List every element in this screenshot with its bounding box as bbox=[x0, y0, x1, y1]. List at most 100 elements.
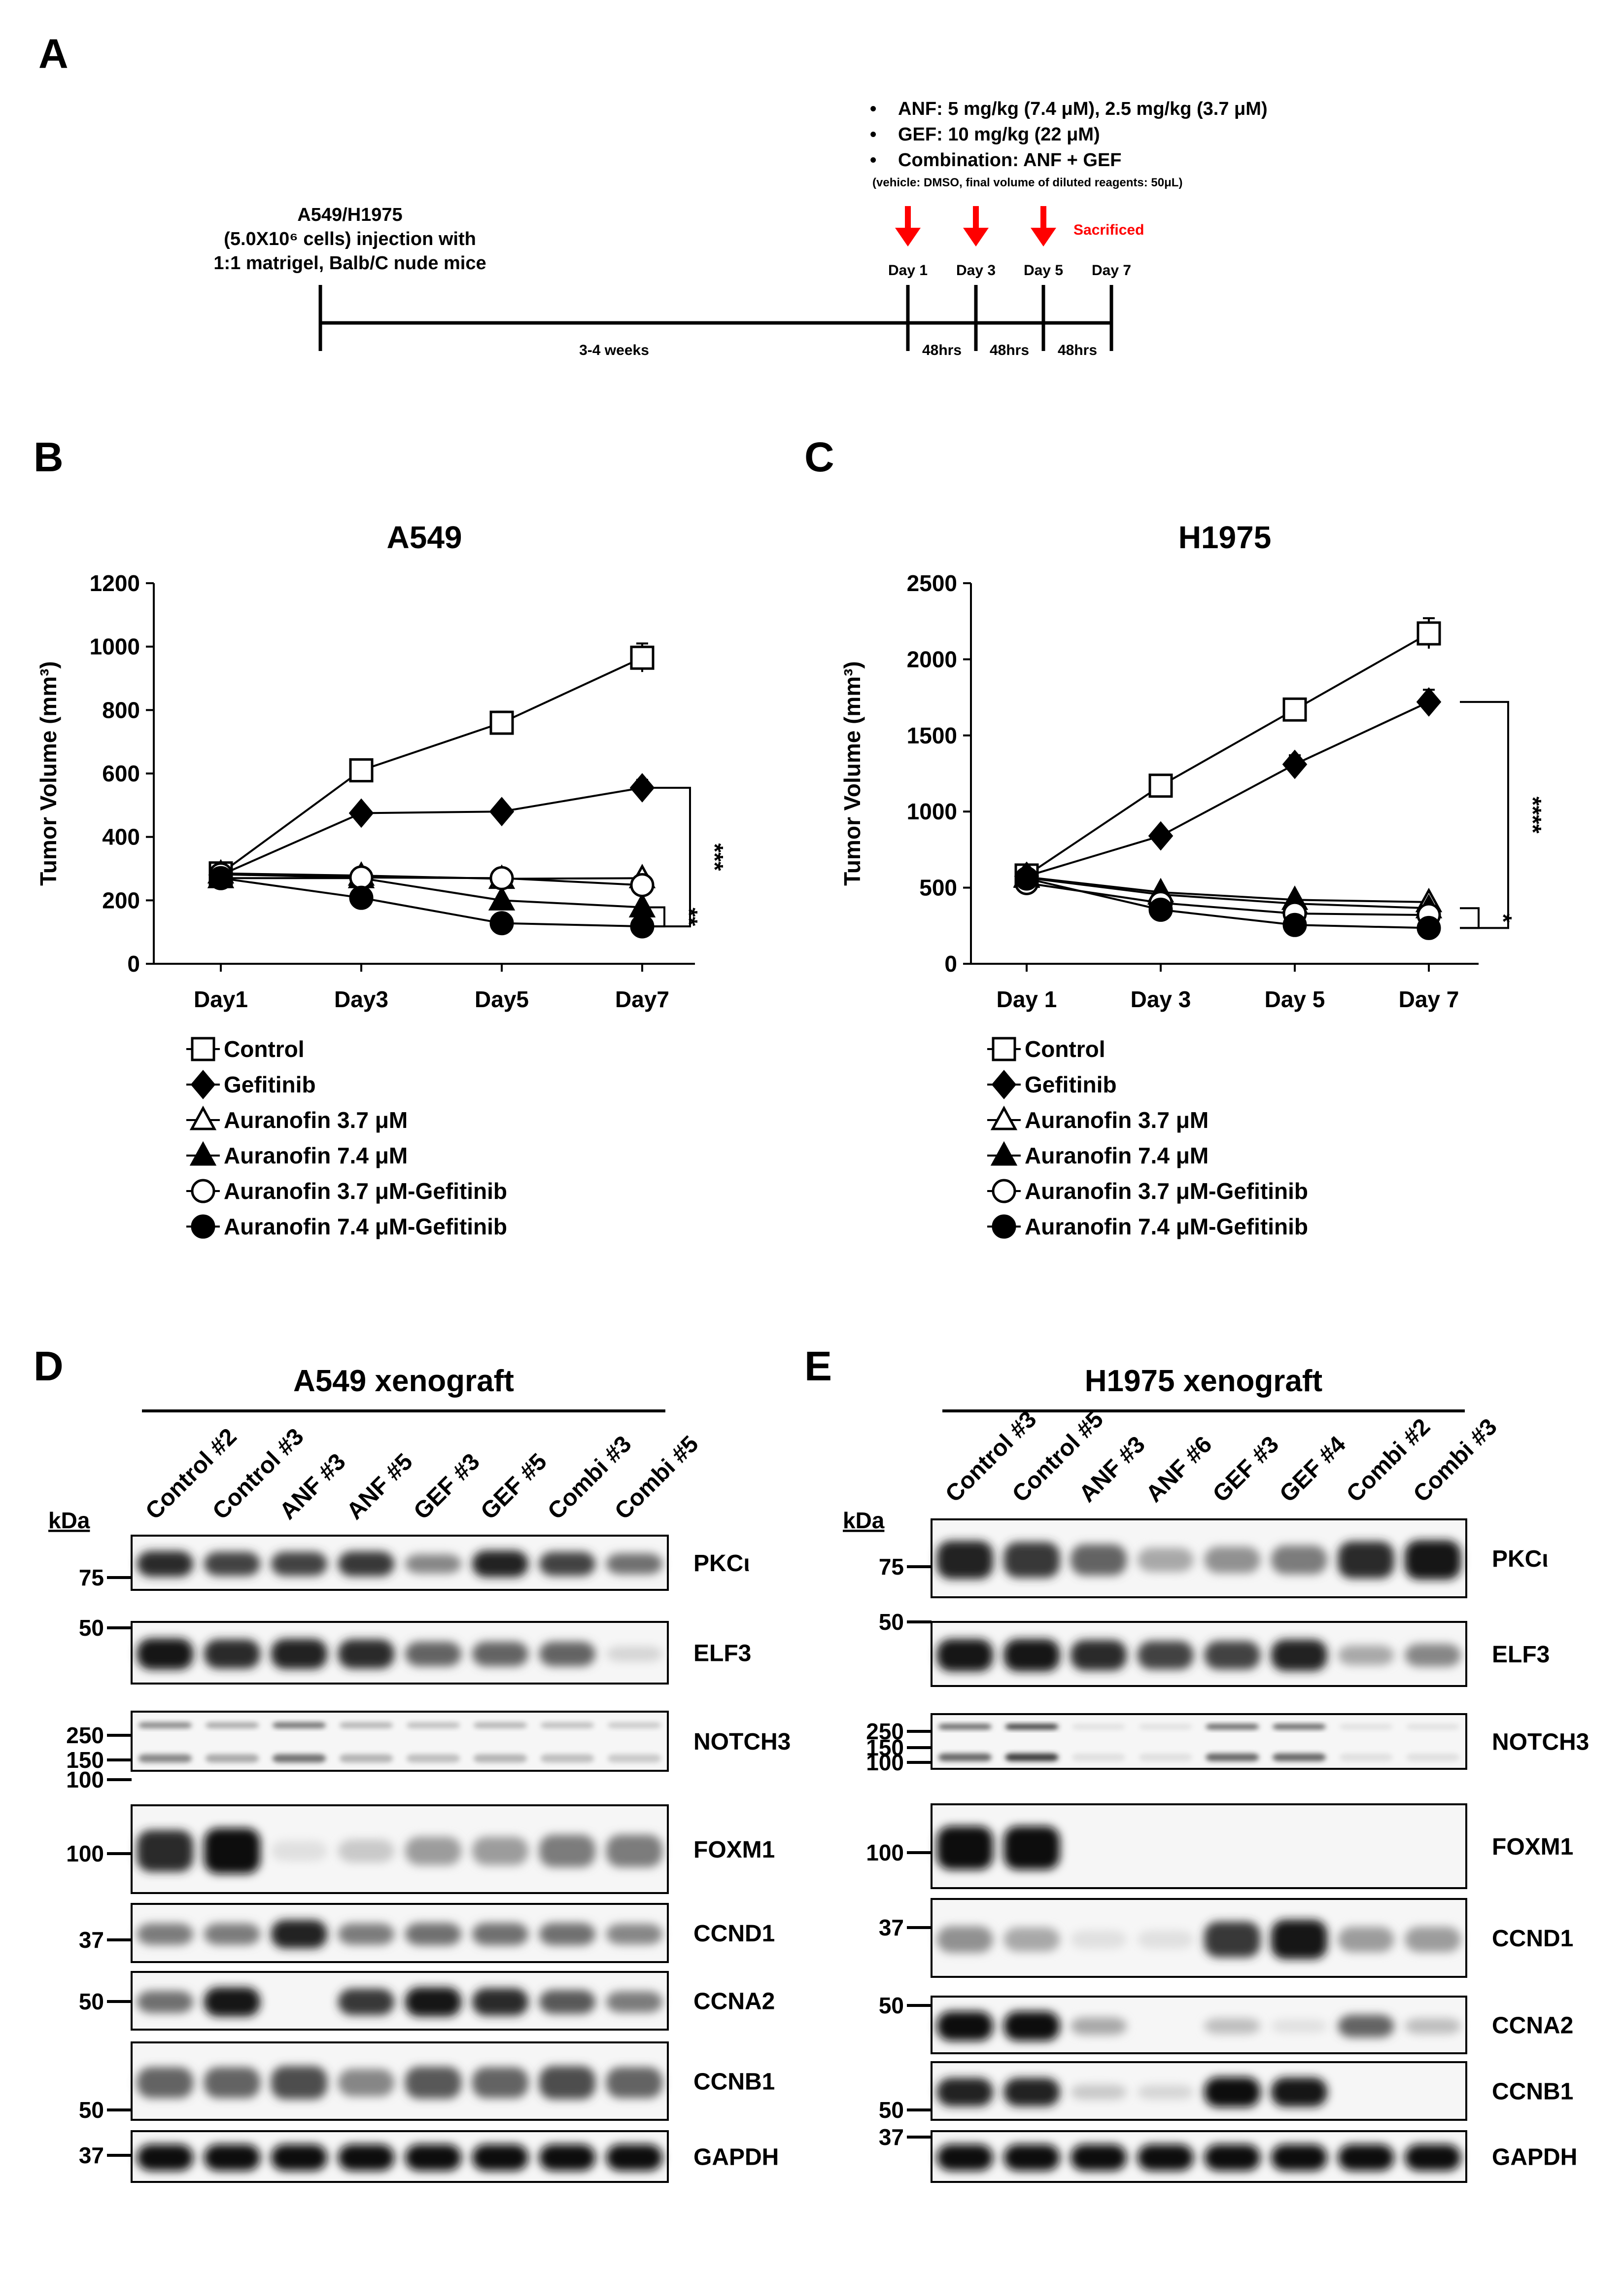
band bbox=[339, 1754, 393, 1763]
band bbox=[1338, 1927, 1394, 1952]
band bbox=[1338, 2144, 1394, 2171]
band bbox=[338, 2144, 395, 2171]
band bbox=[1338, 2014, 1394, 2037]
mw-marker-label: 50 bbox=[879, 1993, 904, 2018]
treatment-gef: GEF: 10 mg/kg (22 μM) bbox=[898, 124, 1100, 145]
square-marker bbox=[191, 1037, 215, 1061]
band bbox=[472, 1836, 529, 1865]
protein-label: FOXM1 bbox=[1492, 1834, 1573, 1860]
blot-row-foxm1: FOXM1 100 bbox=[66, 1804, 775, 1894]
circle-open-marker bbox=[489, 866, 514, 890]
x-tick-label: Day 1 bbox=[997, 986, 1057, 1012]
mw-marker-label: 37 bbox=[879, 2124, 904, 2150]
band bbox=[1338, 1541, 1394, 1579]
legend-label: Auranofin 3.7 μM bbox=[224, 1107, 408, 1133]
chart-title: H1975 bbox=[1178, 520, 1272, 555]
y-tick-label: 2000 bbox=[907, 646, 957, 672]
circle-filled-marker bbox=[349, 885, 374, 910]
square-marker bbox=[489, 710, 514, 735]
band bbox=[1005, 1723, 1059, 1730]
diamond-marker bbox=[489, 797, 515, 827]
injection-line-2: (5.0X10⁶ cells) injection with bbox=[224, 229, 476, 249]
band bbox=[606, 1646, 663, 1662]
band bbox=[406, 1754, 460, 1763]
circle-open-marker bbox=[630, 873, 655, 897]
band bbox=[1003, 2078, 1060, 2107]
vehicle-note: (vehicle: DMSO, final volume of diluted … bbox=[872, 176, 1182, 189]
legend-label: Auranofin 7.4 μM-Gefitinib bbox=[224, 1214, 507, 1239]
circle-filled-marker bbox=[1282, 913, 1307, 937]
band bbox=[405, 2067, 462, 2099]
band bbox=[406, 1722, 460, 1728]
band bbox=[936, 1826, 993, 1870]
y-tick-label: 200 bbox=[102, 887, 140, 913]
band bbox=[271, 2066, 328, 2100]
band bbox=[938, 1753, 992, 1761]
band bbox=[1005, 1753, 1059, 1761]
legend-label: Gefitinib bbox=[224, 1072, 316, 1097]
band bbox=[1405, 1927, 1461, 1952]
interval-label-3: 48hrs bbox=[1058, 342, 1097, 358]
blot-row-ccna2: CCNA2 50 bbox=[79, 1971, 775, 2031]
significance-bracket bbox=[650, 786, 691, 928]
series-line bbox=[220, 786, 643, 876]
band bbox=[1071, 1930, 1127, 1949]
band bbox=[1071, 2084, 1127, 2100]
mw-marker-label: 250 bbox=[866, 1719, 904, 1744]
y-tick-label: 0 bbox=[127, 951, 140, 977]
band bbox=[205, 1754, 259, 1763]
band bbox=[1338, 1645, 1394, 1665]
band bbox=[137, 1551, 194, 1577]
significance-label: * bbox=[1490, 913, 1516, 923]
band bbox=[1204, 2144, 1261, 2171]
triangle-filled-marker bbox=[990, 1141, 1018, 1166]
circle-filled-marker bbox=[992, 1214, 1016, 1239]
band bbox=[405, 1554, 462, 1574]
series-line bbox=[1026, 877, 1429, 910]
band bbox=[1003, 1639, 1060, 1672]
square-marker bbox=[992, 1037, 1016, 1061]
x-tick-label: Day 7 bbox=[1399, 986, 1459, 1012]
y-tick-label: 600 bbox=[102, 761, 140, 786]
red-arrow-icon bbox=[963, 206, 989, 246]
band bbox=[1405, 2018, 1461, 2034]
band bbox=[539, 1834, 596, 1867]
bullet-dot-3: • bbox=[870, 150, 876, 171]
blot-row-pkcι: PKCι 75 bbox=[79, 1535, 750, 1591]
triangle-open-marker bbox=[189, 1105, 217, 1130]
diamond-marker bbox=[1148, 821, 1174, 851]
band bbox=[539, 2066, 596, 2100]
kda-label: kDa bbox=[843, 1508, 885, 1533]
circle-open-marker bbox=[191, 1179, 215, 1203]
band bbox=[138, 1722, 192, 1728]
series-line bbox=[221, 877, 643, 909]
blot-row-gapdh: GAPDH 37 bbox=[879, 2124, 1577, 2183]
legend-label: Auranofin 3.7 μM-Gefitinib bbox=[224, 1178, 507, 1204]
significance-label: ** bbox=[676, 908, 702, 926]
band bbox=[137, 1991, 194, 2013]
mw-marker-label: 37 bbox=[879, 1915, 904, 1940]
band bbox=[338, 2069, 395, 2097]
band bbox=[138, 1754, 192, 1763]
significance-label: **** bbox=[1520, 797, 1546, 834]
circle-open-marker bbox=[992, 1179, 1016, 1203]
band bbox=[137, 2144, 194, 2171]
blot-row-pkcι: PKCι 75 bbox=[879, 1518, 1549, 1598]
band bbox=[936, 1541, 993, 1579]
blot-row-gapdh: GAPDH 37 bbox=[79, 2130, 779, 2183]
day-label-1: Day 1 bbox=[888, 262, 928, 279]
day-label-5: Day 5 bbox=[1024, 262, 1063, 279]
band bbox=[137, 1923, 194, 1945]
treatment-bullets: • ANF: 5 mg/kg (7.4 μM), 2.5 mg/kg (3.7 … bbox=[870, 99, 1268, 189]
injection-line-3: 1:1 matrigel, Balb/C nude mice bbox=[213, 253, 486, 274]
mw-marker-label: 100 bbox=[866, 1840, 904, 1865]
square-marker bbox=[349, 758, 374, 783]
legend-label: Control bbox=[224, 1036, 305, 1062]
band bbox=[540, 1722, 594, 1728]
injection-line-1: A549/H1975 bbox=[297, 205, 402, 225]
triangle-filled-marker bbox=[488, 886, 516, 911]
y-tick-label: 1000 bbox=[90, 634, 140, 660]
